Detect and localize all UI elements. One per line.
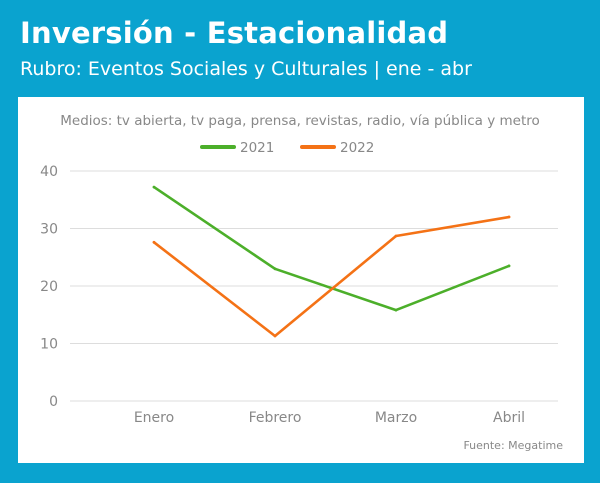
x-tick-label-marzo: Marzo: [375, 410, 417, 426]
chart-title: Medios: tv abierta, tv paga, prensa, rev…: [60, 113, 540, 129]
series-line-2022: [152, 215, 511, 338]
data-point-2022-febrero: [273, 334, 277, 338]
source-note: Fuente: Megatime: [463, 439, 563, 452]
x-tick-label-enero: Enero: [134, 410, 174, 426]
data-point-2021-enero: [152, 185, 156, 189]
data-point-2021-febrero: [273, 267, 277, 271]
y-tick-label-0: 0: [49, 394, 58, 410]
page-subtitle: Rubro: Eventos Sociales y Culturales | e…: [20, 58, 472, 80]
y-tick-label-40: 40: [40, 164, 58, 180]
y-tick-label-20: 20: [40, 279, 58, 295]
data-point-2022-abril: [507, 215, 511, 219]
data-point-2022-marzo: [394, 234, 398, 238]
chart-panel: Medios: tv abierta, tv paga, prensa, rev…: [18, 97, 584, 463]
x-tick-label-febrero: Febrero: [249, 410, 302, 426]
data-point-2021-marzo: [394, 308, 398, 312]
series-line-2021: [152, 185, 511, 312]
data-point-2021-abril: [507, 264, 511, 268]
legend-label-2022: 2022: [340, 140, 374, 156]
y-tick-label-30: 30: [40, 222, 58, 238]
line-chart: Medios: tv abierta, tv paga, prensa, rev…: [40, 113, 563, 452]
data-point-2022-enero: [152, 240, 156, 244]
x-tick-label-abril: Abril: [493, 410, 525, 426]
page-title: Inversión - Estacionalidad: [20, 16, 449, 50]
y-tick-label-10: 10: [40, 337, 58, 353]
legend-label-2021: 2021: [240, 140, 274, 156]
